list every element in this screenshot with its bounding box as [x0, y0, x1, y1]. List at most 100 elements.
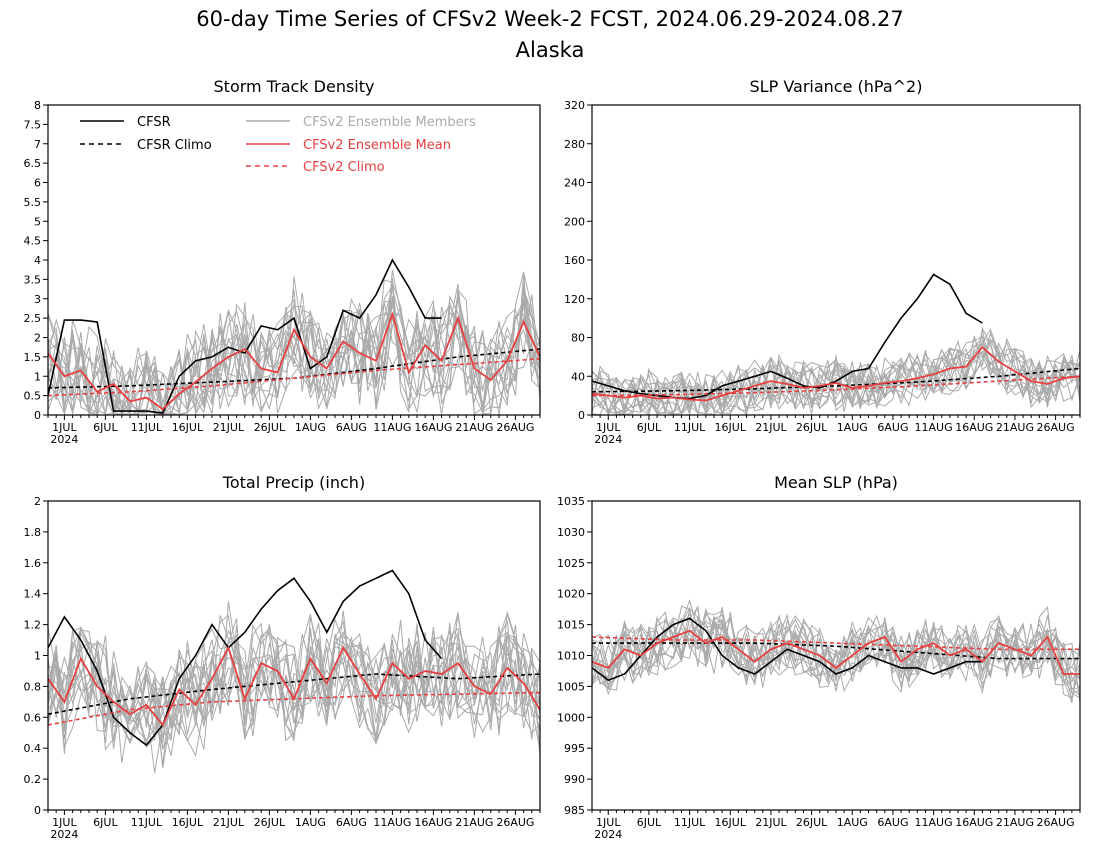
- x-tick-label: 1JUL: [52, 816, 77, 829]
- cfsv2-climo-line: [592, 375, 1080, 397]
- y-tick-label: 240: [564, 177, 585, 190]
- x-tick-label: 16AUG: [955, 421, 993, 434]
- ensemble-member-line: [48, 303, 540, 415]
- x-tick-label: 16JUL: [172, 421, 204, 434]
- x-tick-label: 6AUG: [336, 816, 367, 829]
- panel-1: Storm Track Density 0 0.5 1 1.5 2 2.5 3 3.5 4 4.5 5…: [24, 77, 541, 446]
- x-tick-label: 11AUG: [373, 816, 411, 829]
- panel-title: Total Precip (inch): [222, 473, 365, 492]
- y-tick-label: 1.6: [24, 557, 42, 570]
- y-tick-label: 7: [34, 138, 41, 151]
- ensemble-member-line: [48, 271, 540, 415]
- cfsr-climo-line: [592, 642, 1080, 660]
- y-tick-label: 120: [564, 293, 585, 306]
- x-tick-label: 16AUG: [414, 816, 452, 829]
- ensemble-member-line: [48, 611, 540, 743]
- y-tick-label: 1000: [557, 711, 585, 724]
- ensemble-member-line: [592, 615, 1080, 693]
- x-tick-label: 11JUL: [674, 816, 706, 829]
- y-tick-label: 995: [564, 742, 585, 755]
- y-tick-label: 4.5: [24, 235, 42, 248]
- y-tick-label: 1025: [557, 557, 585, 570]
- y-tick-label: 2.5: [24, 312, 42, 325]
- legend: CFSR CFSR Climo CFSv2 Ensemble Members CFSv…: [80, 115, 476, 175]
- y-tick-label: 1030: [557, 526, 585, 539]
- figure-title: 60-day Time Series of CFSv2 Week-2 FCST,…: [196, 7, 903, 31]
- ensemble-member-line: [592, 598, 1080, 685]
- y-tick-label: 0: [34, 409, 41, 422]
- plot-area: [48, 258, 540, 415]
- x-tick-label: 16AUG: [414, 421, 452, 434]
- cfsr-line: [48, 569, 443, 747]
- y-tick-label: 4: [34, 254, 41, 267]
- legend-ensemble-members-label: CFSv2 Ensemble Members: [303, 115, 476, 130]
- plot-area: [592, 598, 1080, 703]
- x-tick-label: 16AUG: [955, 816, 993, 829]
- cfsv2-climo-line: [48, 691, 540, 726]
- x-tick-label: 11AUG: [915, 816, 953, 829]
- x-tick-label: 26JUL: [254, 421, 286, 434]
- y-tick-label: 5: [34, 215, 41, 228]
- x-tick-label: 21JUL: [755, 816, 787, 829]
- ensemble-member-line: [48, 620, 540, 742]
- y-tick-label: 0.2: [24, 773, 42, 786]
- y-tick-label: 2: [34, 332, 41, 345]
- x-tick-label: 16JUL: [172, 816, 204, 829]
- ensemble-mean-line: [592, 629, 1080, 675]
- plot-frame: [591, 500, 1081, 811]
- y-tick-label: 40: [571, 370, 585, 383]
- x-tick-label: 26AUG: [496, 816, 534, 829]
- y-tick-label: 1020: [557, 588, 585, 601]
- y-tick-label: 990: [564, 773, 585, 786]
- x-tick-label: 1AUG: [295, 816, 326, 829]
- plot-area: [48, 569, 540, 773]
- plot-frame: [47, 500, 541, 811]
- y-tick-label: 200: [564, 215, 585, 228]
- y-tick-label: 0.6: [24, 711, 42, 724]
- y-tick-label: 320: [564, 99, 585, 112]
- y-tick-label: 0: [34, 804, 41, 817]
- panel-2: SLP Variance (hPa^2) 0 40 80 120 160 200 240 280…: [564, 77, 1081, 446]
- x-tick-label: 6AUG: [336, 421, 367, 434]
- y-tick-label: 6: [34, 177, 41, 190]
- panel-4: Mean SLP (hPa) 985 990 995 1000 1005 1010 1015 1…: [557, 473, 1081, 841]
- y-tick-label: 3.5: [24, 273, 42, 286]
- ensemble-member-line: [592, 616, 1080, 688]
- x-tick-label: 21AUG: [455, 816, 493, 829]
- y-tick-label: 0.5: [24, 390, 42, 403]
- y-tick-label: 985: [564, 804, 585, 817]
- ensemble-mean-line: [592, 345, 1080, 402]
- x-tick-label: 6AUG: [877, 816, 908, 829]
- cfsr-climo-line: [48, 673, 540, 715]
- panel-title: SLP Variance (hPa^2): [750, 77, 923, 96]
- x-tick-label: 6JUL: [637, 816, 662, 829]
- x-tick-label: 1AUG: [837, 816, 868, 829]
- cfsr-climo-line: [592, 367, 1080, 393]
- x-tick-label: 11AUG: [915, 421, 953, 434]
- x-tick-label: 1JUL: [596, 816, 621, 829]
- y-tick-label: 1.2: [24, 619, 42, 632]
- x-tick-label: 11AUG: [373, 421, 411, 434]
- x-tick-label: 11JUL: [674, 421, 706, 434]
- panel-title: Storm Track Density: [214, 77, 375, 96]
- legend-cfsv2-climo-label: CFSv2 Climo: [303, 160, 385, 175]
- ensemble-member-line: [592, 332, 1080, 415]
- figure-subtitle: Alaska: [516, 38, 585, 62]
- y-tick-label: 0: [578, 409, 585, 422]
- y-tick-label: 1.5: [24, 351, 42, 364]
- y-tick-label: 6.5: [24, 157, 42, 170]
- x-year-label: 2024: [594, 433, 622, 446]
- ensemble-member-line: [592, 342, 1080, 415]
- x-tick-label: 21AUG: [996, 421, 1034, 434]
- x-year-label: 2024: [50, 828, 78, 841]
- x-tick-label: 1JUL: [596, 421, 621, 434]
- x-tick-label: 6JUL: [637, 421, 662, 434]
- ensemble-member-line: [48, 617, 540, 765]
- y-tick-label: 0.8: [24, 680, 42, 693]
- y-tick-label: 1: [34, 650, 41, 663]
- ensemble-member-line: [48, 632, 540, 744]
- x-tick-label: 16JUL: [715, 421, 747, 434]
- panels: Storm Track Density 0 0.5 1 1.5 2 2.5 3 3.5 4 4.5 5…: [24, 77, 1081, 841]
- y-tick-label: 1015: [557, 619, 585, 632]
